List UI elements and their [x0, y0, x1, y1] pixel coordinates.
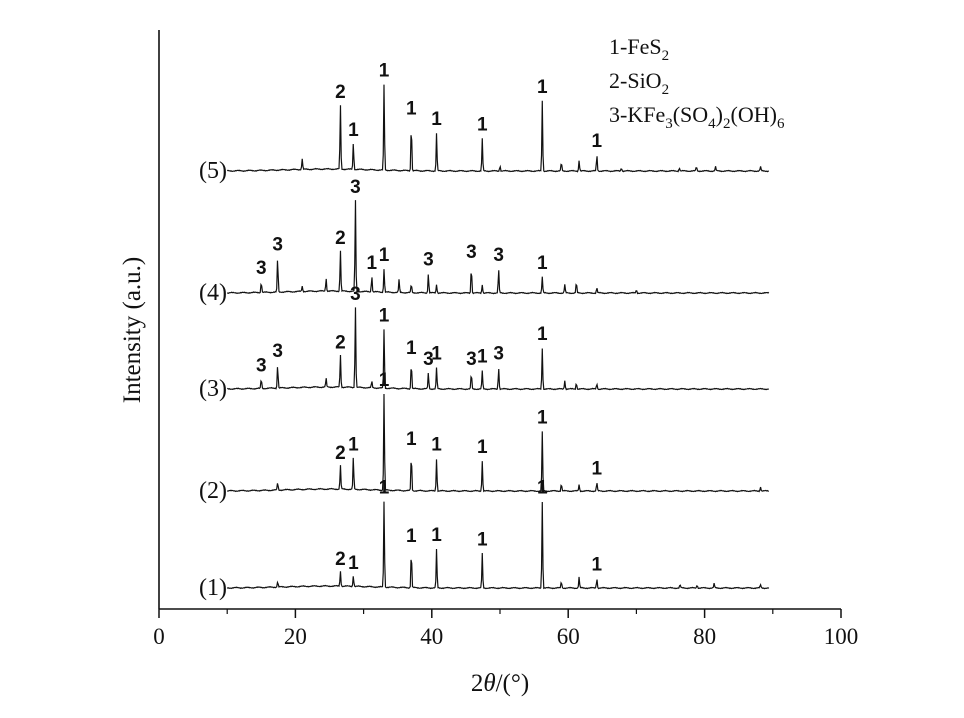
peak-label: 1	[348, 120, 359, 141]
legend-entry-1: 1-FeS2​	[609, 34, 669, 64]
peak-label: 3	[423, 349, 434, 370]
peak-label: 1	[366, 253, 377, 274]
peak-label: 2	[335, 549, 346, 570]
legend-subscript: 2	[662, 82, 670, 98]
peak-label: 1	[379, 478, 390, 499]
x-ticks: 0 20 40 60 80 100	[153, 609, 858, 649]
peak-label: 3	[350, 284, 361, 305]
pattern-label-5: (5)	[199, 158, 227, 184]
pattern-label-3: (3)	[199, 376, 227, 402]
peak-label: 3	[493, 343, 504, 364]
peak-label: 3	[466, 349, 477, 370]
pattern-label-1: (1)	[199, 575, 227, 601]
x-label-part: 2	[471, 670, 484, 697]
legend-number: 3-	[609, 102, 627, 127]
peak-label: 1	[537, 253, 548, 274]
legend-formula: (SO	[673, 102, 708, 127]
x-label-part: /(°)	[496, 670, 530, 697]
legend-number: 2-	[609, 68, 627, 93]
peak-label: 1	[348, 435, 359, 456]
pattern-label-2: (2)	[199, 478, 227, 504]
peak-label: 1	[379, 61, 390, 82]
peak-label: 1	[431, 435, 442, 456]
peak-label: 1	[477, 529, 488, 550]
peak-label: 3	[272, 341, 283, 362]
y-axis-label: Intensity (a.u.)	[119, 257, 146, 403]
peak-label: 1	[537, 408, 548, 429]
x-tick-label: 60	[557, 624, 580, 649]
pattern-line-5	[226, 84, 769, 173]
peak-label: 1	[537, 478, 548, 499]
peak-label: 2	[335, 228, 346, 249]
peak-label: 1	[537, 77, 548, 98]
x-label-theta: θ	[483, 670, 495, 697]
peak-label: 1	[477, 437, 488, 458]
peak-label: 1	[537, 324, 548, 345]
peak-label: 1	[406, 429, 417, 450]
legend-subscript: 6	[777, 116, 785, 132]
pattern-line-3	[227, 307, 769, 391]
legend-subscript: 3	[665, 116, 673, 132]
legend: 1-FeS2​2-SiO2​3-KFe3​(SO4​)2​(OH)6​	[609, 34, 785, 132]
legend-formula: )	[716, 102, 723, 127]
pattern-line-4	[226, 200, 770, 295]
peak-label: 3	[272, 234, 283, 255]
x-tick-label: 80	[693, 624, 716, 649]
peak-label: 1	[477, 115, 488, 136]
legend-subscript: 2	[723, 116, 731, 132]
peak-label: 1	[592, 131, 603, 152]
legend-number: 1-	[609, 34, 627, 59]
pattern-line-1	[226, 501, 770, 590]
peak-label: 1	[379, 370, 390, 391]
peak-label: 2	[335, 82, 346, 103]
x-axis-label: 2θ/(°)	[471, 670, 529, 697]
x-tick-label: 100	[824, 624, 859, 649]
peak-label: 1	[477, 347, 488, 368]
peak-label: 3	[493, 245, 504, 266]
peak-label: 1	[406, 338, 417, 359]
pattern-label-4: (4)	[199, 280, 227, 306]
peak-label: 1	[379, 245, 390, 266]
peak-label: 3	[256, 355, 267, 376]
peak-label: 1	[592, 458, 603, 479]
peak-label: 3	[466, 242, 477, 263]
peak-label: 1	[379, 306, 390, 327]
legend-formula: (OH)	[731, 102, 777, 127]
peak-label: 3	[350, 177, 361, 198]
legend-entry-2: 2-SiO2​	[609, 68, 669, 98]
peak-label: 1	[348, 553, 359, 574]
x-tick-label: 0	[153, 624, 165, 649]
peak-label: 1	[592, 554, 603, 575]
legend-formula: SiO	[627, 68, 661, 93]
legend-subscript: 2	[662, 48, 670, 64]
pattern-line-2	[227, 393, 769, 493]
peak-label: 3	[256, 258, 267, 279]
legend-formula: FeS	[627, 34, 661, 59]
peak-label: 2	[335, 443, 346, 464]
x-tick-label: 20	[284, 624, 307, 649]
peak-label: 1	[431, 343, 442, 364]
legend-entry-3: 3-KFe3​(SO4​)2​(OH)6​	[609, 102, 785, 132]
peak-label: 3	[423, 250, 434, 271]
legend-formula: KFe	[627, 102, 665, 127]
peak-label: 1	[406, 98, 417, 119]
peak-label: 2	[335, 333, 346, 354]
peak-label: 1	[406, 526, 417, 547]
legend-subscript: 4	[708, 116, 716, 132]
peak-label: 1	[431, 525, 442, 546]
x-tick-label: 40	[420, 624, 443, 649]
peak-label: 1	[431, 109, 442, 130]
